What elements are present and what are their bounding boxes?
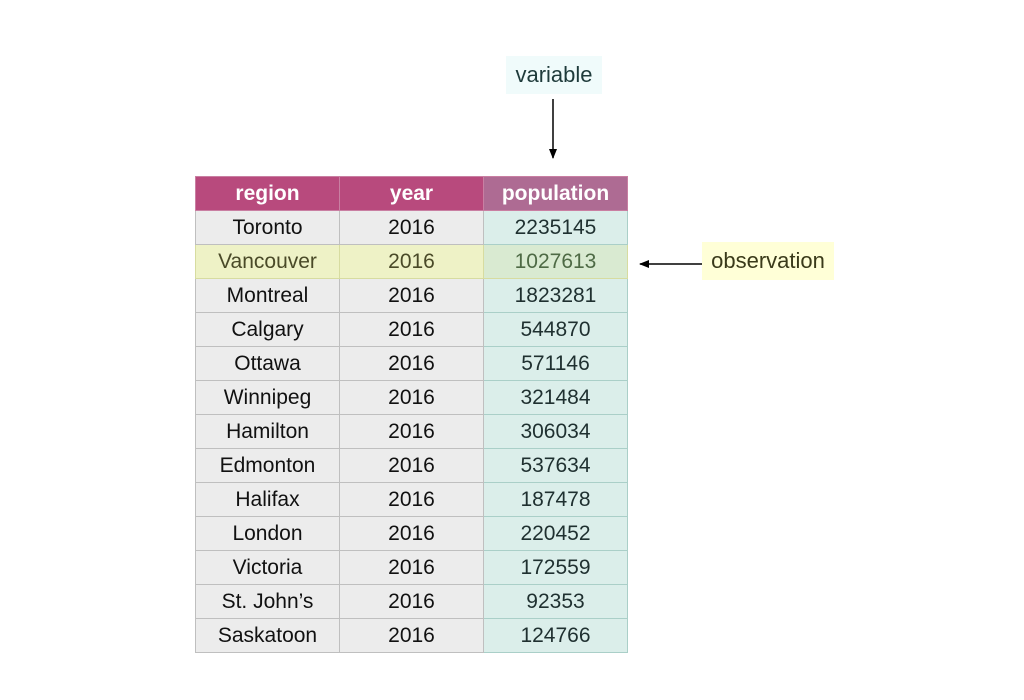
- table-body: Toronto 2016 2235145 Vancouver 2016 1027613 Mo…: [195, 210, 628, 653]
- observation-row: Vancouver 2016 1027613: [195, 244, 628, 279]
- cell-year: 2016: [339, 244, 484, 279]
- cell-region: St. John’s: [195, 584, 340, 619]
- cell-region: Winnipeg: [195, 380, 340, 415]
- cell-population: 2235145: [483, 210, 628, 245]
- population-table: region year population Toronto 2016 223514…: [195, 176, 628, 653]
- cell-population: 187478: [483, 482, 628, 517]
- cell-year: 2016: [339, 278, 484, 313]
- cell-population: 544870: [483, 312, 628, 347]
- cell-region: Victoria: [195, 550, 340, 585]
- cell-year: 2016: [339, 414, 484, 449]
- column-header-region: region: [195, 176, 340, 211]
- cell-population: 172559: [483, 550, 628, 585]
- cell-region: Calgary: [195, 312, 340, 347]
- table-row: Hamilton 2016 306034: [195, 414, 628, 449]
- table-row: Edmonton 2016 537634: [195, 448, 628, 483]
- cell-region: Ottawa: [195, 346, 340, 381]
- cell-region: Vancouver: [195, 244, 340, 279]
- cell-year: 2016: [339, 210, 484, 245]
- cell-region: Toronto: [195, 210, 340, 245]
- cell-year: 2016: [339, 380, 484, 415]
- cell-population: 306034: [483, 414, 628, 449]
- table-row: Montreal 2016 1823281: [195, 278, 628, 313]
- variable-annotation: variable: [506, 56, 602, 94]
- cell-region: London: [195, 516, 340, 551]
- table-row: Calgary 2016 544870: [195, 312, 628, 347]
- cell-year: 2016: [339, 448, 484, 483]
- cell-region: Montreal: [195, 278, 340, 313]
- table-row: Saskatoon 2016 124766: [195, 618, 628, 653]
- table-row: St. John’s 2016 92353: [195, 584, 628, 619]
- cell-population: 537634: [483, 448, 628, 483]
- cell-region: Hamilton: [195, 414, 340, 449]
- cell-region: Saskatoon: [195, 618, 340, 653]
- column-header-population: population: [483, 176, 628, 211]
- cell-population: 321484: [483, 380, 628, 415]
- cell-year: 2016: [339, 346, 484, 381]
- table-row: Ottawa 2016 571146: [195, 346, 628, 381]
- table-row: Victoria 2016 172559: [195, 550, 628, 585]
- table-row: London 2016 220452: [195, 516, 628, 551]
- cell-year: 2016: [339, 618, 484, 653]
- table-row: Toronto 2016 2235145: [195, 210, 628, 245]
- cell-population: 124766: [483, 618, 628, 653]
- cell-population: 92353: [483, 584, 628, 619]
- table-row: Halifax 2016 187478: [195, 482, 628, 517]
- column-header-year: year: [339, 176, 484, 211]
- cell-year: 2016: [339, 584, 484, 619]
- cell-year: 2016: [339, 516, 484, 551]
- cell-year: 2016: [339, 482, 484, 517]
- cell-population: 1027613: [483, 244, 628, 279]
- cell-year: 2016: [339, 550, 484, 585]
- cell-population: 571146: [483, 346, 628, 381]
- cell-population: 220452: [483, 516, 628, 551]
- cell-region: Halifax: [195, 482, 340, 517]
- cell-year: 2016: [339, 312, 484, 347]
- cell-population: 1823281: [483, 278, 628, 313]
- table-row: Winnipeg 2016 321484: [195, 380, 628, 415]
- cell-region: Edmonton: [195, 448, 340, 483]
- observation-annotation: observation: [702, 242, 834, 280]
- table-header-row: region year population: [195, 176, 628, 211]
